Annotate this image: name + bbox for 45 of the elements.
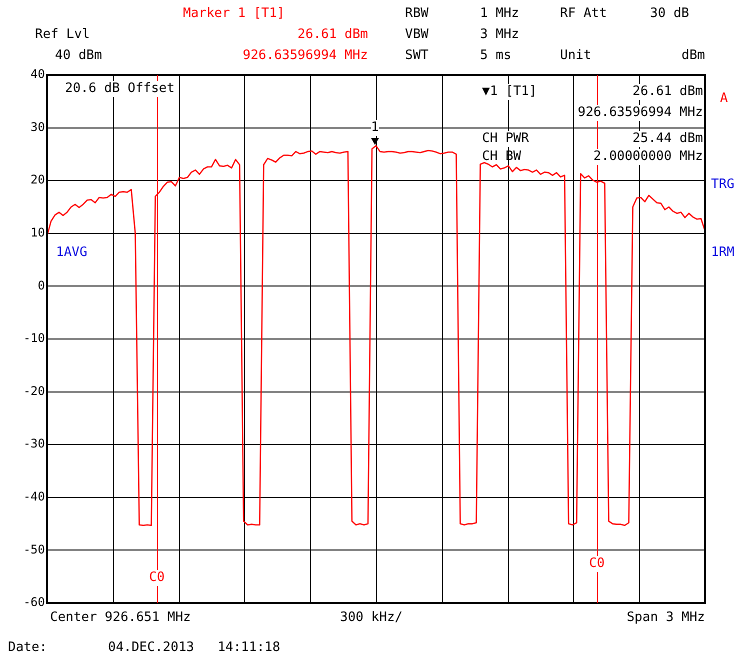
y-tick-label: -30 <box>23 436 45 451</box>
annotation: 926.63596994 MHz <box>578 105 703 121</box>
text: 1 MHz <box>480 6 520 22</box>
y-tick-label: -20 <box>23 384 45 398</box>
y-tick-label: -60 <box>23 595 45 610</box>
annotation: 1AVG <box>56 245 88 261</box>
text: 3 MHz <box>480 27 520 43</box>
annotation: 26.61 dBm <box>632 84 703 100</box>
text: TRG <box>711 177 734 193</box>
text: 1RM <box>711 245 734 261</box>
y-tick-label: -10 <box>23 331 45 346</box>
text: RBW <box>405 6 428 22</box>
annotation: 1 <box>371 120 379 136</box>
text: Center 926.651 MHz <box>50 610 191 626</box>
text: VBW <box>405 27 428 43</box>
y-tick-label: 30 <box>30 120 45 134</box>
annotation: 20.6 dB Offset <box>65 81 175 97</box>
text: 926.63596994 MHz <box>242 48 368 64</box>
annotation: 2.00000000 MHz <box>593 149 703 165</box>
y-tick-label: 40 <box>30 67 45 82</box>
text: 30 dB <box>650 6 690 22</box>
text: A <box>720 91 728 107</box>
text: 40 dBm <box>55 48 102 64</box>
annotation: C0 <box>149 570 165 586</box>
text: Marker 1 [T1] <box>183 6 285 22</box>
text: SWT <box>405 48 428 64</box>
text: dBm <box>682 48 705 64</box>
y-tick-label: 0 <box>38 278 45 292</box>
text: 5 ms <box>480 48 512 64</box>
text: Date: <box>8 640 48 656</box>
y-tick-label: -40 <box>23 490 45 504</box>
text: 300 kHz/ <box>340 610 403 626</box>
annotation: C0 <box>589 556 605 572</box>
text: Unit <box>560 48 592 64</box>
y-tick-label: -50 <box>23 542 45 556</box>
y-tick-label: 10 <box>30 226 45 240</box>
annotation: 25.44 dBm <box>632 131 703 147</box>
annotation: CH PWR <box>482 131 529 147</box>
text: RF Att <box>560 6 607 22</box>
text: 26.61 dBm <box>298 27 368 43</box>
y-tick-label: 20 <box>30 172 45 187</box>
text: Ref Lvl <box>35 27 90 43</box>
text: 04.DEC.2013 14:11:18 <box>108 640 280 656</box>
text: Span 3 MHz <box>626 610 705 626</box>
annotation: ▼1 [T1] <box>482 84 537 100</box>
